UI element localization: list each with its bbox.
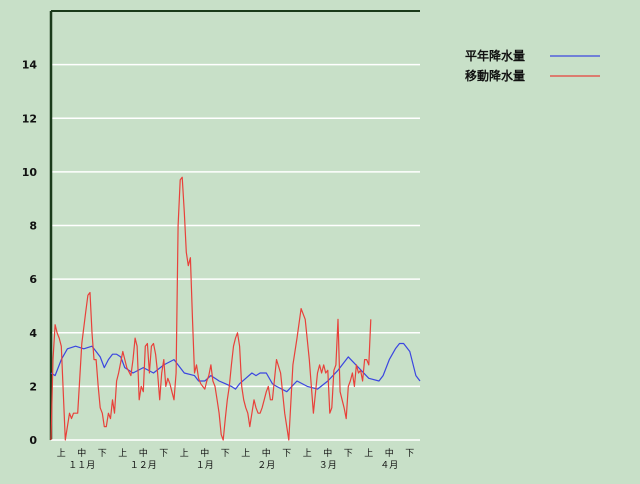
x-tick-label: 上	[364, 448, 373, 459]
x-tick-label: 下	[98, 449, 107, 459]
month-label: ２月	[257, 460, 275, 471]
x-tick-label: 中	[323, 447, 332, 459]
x-tick-label: 中	[139, 447, 148, 459]
x-tick-label: 上	[303, 448, 312, 459]
series-line-moving	[50, 176, 372, 441]
y-tick-label: 6	[29, 273, 37, 286]
y-tick-label: 14	[22, 59, 38, 72]
x-tick-label: 中	[385, 447, 394, 459]
month-label: ４月	[380, 460, 398, 471]
x-tick-label: 下	[221, 449, 230, 459]
x-tick-labels: 上中下上中下上中下上中下上中下上中下１１月 １２月 １月 ２月 ３月 ４月	[57, 447, 415, 471]
gridlines	[51, 10, 420, 388]
x-tick-label: 中	[77, 447, 86, 459]
y-tick-label: 10	[22, 166, 38, 179]
month-label: １２月	[130, 460, 157, 471]
month-label: ３月	[319, 460, 337, 471]
x-tick-label: 上	[57, 448, 66, 459]
axes	[49, 11, 420, 441]
y-tick-label: 2	[29, 380, 37, 393]
x-tick-label: 下	[282, 449, 291, 459]
month-label: １月	[196, 460, 214, 471]
x-tick-label: 下	[344, 449, 353, 459]
series-lines	[50, 176, 421, 441]
x-tick-label: 上	[180, 448, 189, 459]
y-tick-labels: 0 2 4 6 8 10 12 14	[22, 59, 38, 447]
series-line-normal	[50, 342, 421, 393]
y-tick-label: 8	[29, 220, 37, 233]
x-tick-label: 上	[118, 448, 127, 459]
month-label: １１月	[68, 460, 95, 471]
legend-label: 平年降水量	[465, 48, 525, 63]
x-tick-label: 下	[405, 449, 414, 459]
legend-label: 移動降水量	[465, 68, 525, 83]
x-tick-label: 中	[262, 447, 271, 459]
x-tick-label: 下	[159, 449, 168, 459]
y-tick-label: 12	[22, 112, 37, 125]
x-tick-label: 上	[241, 448, 250, 459]
y-tick-label: 4	[29, 327, 37, 340]
y-tick-label: 0	[29, 434, 37, 447]
x-tick-label: 中	[200, 447, 209, 459]
